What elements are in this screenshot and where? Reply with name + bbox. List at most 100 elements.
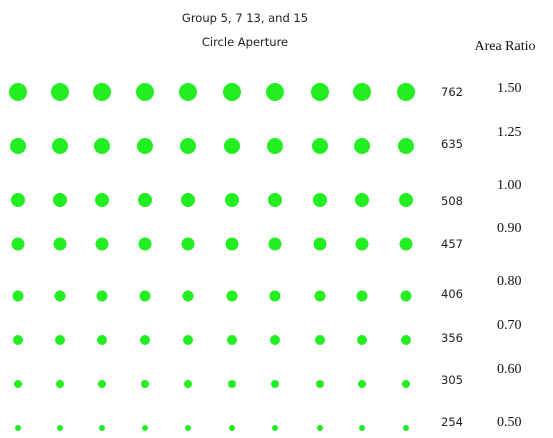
aperture-size: 254 (441, 415, 463, 429)
aperture-dot (11, 193, 25, 207)
aperture-dot (95, 193, 109, 207)
aperture-dot (56, 380, 64, 388)
aperture-dot (138, 193, 152, 207)
aperture-dot (223, 83, 241, 101)
aperture-dot (138, 237, 152, 251)
area-ratio: 1.25 (497, 125, 522, 140)
aperture-dot (139, 290, 151, 302)
title-line: Circle Aperture (202, 35, 288, 49)
aperture-dot (311, 83, 329, 101)
aperture-dot (354, 138, 370, 154)
aperture-dot (140, 335, 150, 345)
aperture-dot (357, 335, 367, 345)
aperture-dot (9, 83, 27, 101)
aperture-dot (10, 138, 26, 154)
aperture-dot (225, 193, 239, 207)
aperture-dot (399, 193, 413, 207)
aperture-dot (398, 138, 414, 154)
aperture-dot (182, 290, 194, 302)
aperture-size: 305 (441, 373, 463, 387)
aperture-dot (99, 425, 105, 431)
aperture-dot (98, 380, 106, 388)
aperture-dot (136, 83, 154, 101)
aperture-dot (403, 425, 409, 431)
aperture-dot (15, 425, 21, 431)
aperture-dot (181, 237, 195, 251)
aperture-dot (14, 380, 22, 388)
aperture-dot (355, 237, 369, 251)
aperture-dot (267, 138, 283, 154)
aperture-dot (227, 335, 237, 345)
area-ratio: 1.00 (497, 178, 522, 193)
aperture-dot (96, 290, 108, 302)
aperture-dot (312, 138, 328, 154)
aperture-dot (52, 138, 68, 154)
aperture-dot (57, 425, 63, 431)
aperture-dot (184, 380, 192, 388)
aperture-dot (272, 425, 278, 431)
aperture-dot (271, 380, 279, 388)
aperture-dot (355, 193, 369, 207)
aperture-dot (270, 335, 280, 345)
aperture-dot (93, 83, 111, 101)
aperture-size: 406 (441, 287, 463, 301)
aperture-dot (51, 83, 69, 101)
aperture-dot (54, 290, 66, 302)
aperture-dot (53, 237, 67, 251)
title-line: Group 5, 7 13, and 15 (182, 11, 308, 25)
aperture-dot (400, 290, 412, 302)
aperture-dot (401, 335, 411, 345)
aperture-dot (268, 237, 282, 251)
aperture-dot (359, 425, 365, 431)
area-ratio: 0.60 (497, 362, 522, 377)
aperture-dot (141, 380, 149, 388)
aperture-dot (358, 380, 366, 388)
aperture-dot (317, 425, 323, 431)
aperture-dot (402, 380, 410, 388)
area-ratio: 1.50 (497, 81, 522, 96)
aperture-dot (183, 335, 193, 345)
aperture-dot (316, 380, 324, 388)
aperture-dot (12, 290, 24, 302)
aperture-dot (399, 237, 413, 251)
aperture-dot (11, 237, 25, 251)
aperture-size: 356 (441, 331, 463, 345)
aperture-size: 457 (441, 237, 463, 251)
aperture-dot (266, 83, 284, 101)
aperture-dot (225, 237, 239, 251)
aperture-dot (226, 290, 238, 302)
aperture-dot (313, 237, 327, 251)
aperture-dot (142, 425, 148, 431)
aperture-dot (353, 83, 371, 101)
aperture-dot (55, 335, 65, 345)
aperture-dot (94, 138, 110, 154)
area-ratio: 0.50 (497, 415, 522, 430)
aperture-dot (228, 380, 236, 388)
aperture-dot (97, 335, 107, 345)
aperture-dot (356, 290, 368, 302)
aperture-dot (13, 335, 23, 345)
aperture-dot (53, 193, 67, 207)
aperture-dot (180, 138, 196, 154)
aperture-size: 762 (441, 85, 463, 99)
aperture-dot (268, 193, 282, 207)
aperture-dot (137, 138, 153, 154)
aperture-dot (313, 193, 327, 207)
aperture-dot (185, 425, 191, 431)
aperture-dot (181, 193, 195, 207)
aperture-dot (179, 83, 197, 101)
column-header: Area Ratio (474, 39, 535, 54)
aperture-dot (269, 290, 281, 302)
aperture-dot (224, 138, 240, 154)
aperture-dot (314, 290, 326, 302)
aperture-size: 508 (441, 194, 463, 208)
aperture-dot (95, 237, 109, 251)
area-ratio: 0.90 (497, 221, 522, 236)
aperture-dot (315, 335, 325, 345)
aperture-dot (229, 425, 235, 431)
aperture-dot (397, 83, 415, 101)
area-ratio: 0.80 (497, 274, 522, 289)
aperture-size: 635 (441, 137, 463, 151)
